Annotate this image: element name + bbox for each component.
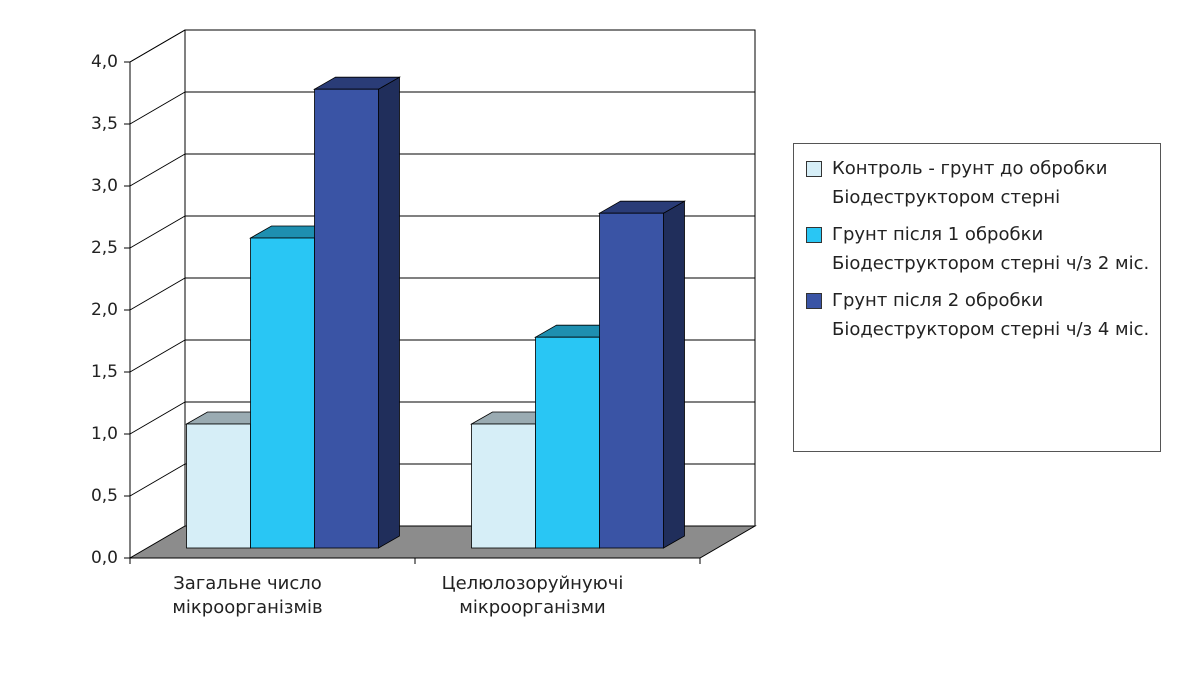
legend-item: Контроль - грунт до обробки Біодеструкто… <box>806 154 1160 212</box>
bar-front <box>535 336 600 549</box>
bar-front <box>599 212 664 549</box>
grid-line <box>129 29 186 63</box>
legend-swatch <box>806 161 822 177</box>
bar <box>597 200 687 549</box>
grid-line <box>129 339 186 373</box>
y-tick-label: 2,0 <box>91 300 118 320</box>
bar-front <box>250 237 315 549</box>
x-tick-label: Целюлозоруйнуючі мікроорганізми <box>441 573 624 618</box>
legend-item: Грунт після 1 обробки Біодеструктором ст… <box>806 220 1160 278</box>
legend-label: Грунт після 2 обробки Біодеструктором ст… <box>832 290 1150 340</box>
y-tick-label: 0,5 <box>91 486 118 506</box>
legend-swatch <box>806 293 822 309</box>
y-tick-label: 3,5 <box>91 114 118 134</box>
grid-line <box>129 215 186 249</box>
legend-label: Контроль - грунт до обробки Біодеструкто… <box>832 158 1108 208</box>
grid-line <box>129 91 186 125</box>
y-tick-label: 1,5 <box>91 362 118 382</box>
x-tick-label: Загальне число мікроорганізмів <box>172 573 323 618</box>
y-tick-label: 0,0 <box>91 548 118 568</box>
legend-swatch <box>806 227 822 243</box>
y-tick-label: 4,0 <box>91 52 118 72</box>
grid-line <box>129 153 186 187</box>
legend-label: Грунт після 1 обробки Біодеструктором ст… <box>832 224 1150 274</box>
bar-side <box>378 76 400 549</box>
legend: Контроль - грунт до обробки Біодеструкто… <box>793 143 1161 452</box>
bar-side <box>663 200 685 549</box>
legend-item: Грунт після 2 обробки Біодеструктором ст… <box>806 286 1160 344</box>
y-tick-label: 3,0 <box>91 176 118 196</box>
grid-line <box>129 401 186 435</box>
grid-line <box>129 463 186 497</box>
bar <box>312 76 402 549</box>
bar-front <box>186 423 251 549</box>
bar-front <box>314 88 379 549</box>
bar-front <box>471 423 536 549</box>
y-tick-label: 2,5 <box>91 238 118 258</box>
grid-line <box>129 277 186 311</box>
y-tick-label: 1,0 <box>91 424 118 444</box>
